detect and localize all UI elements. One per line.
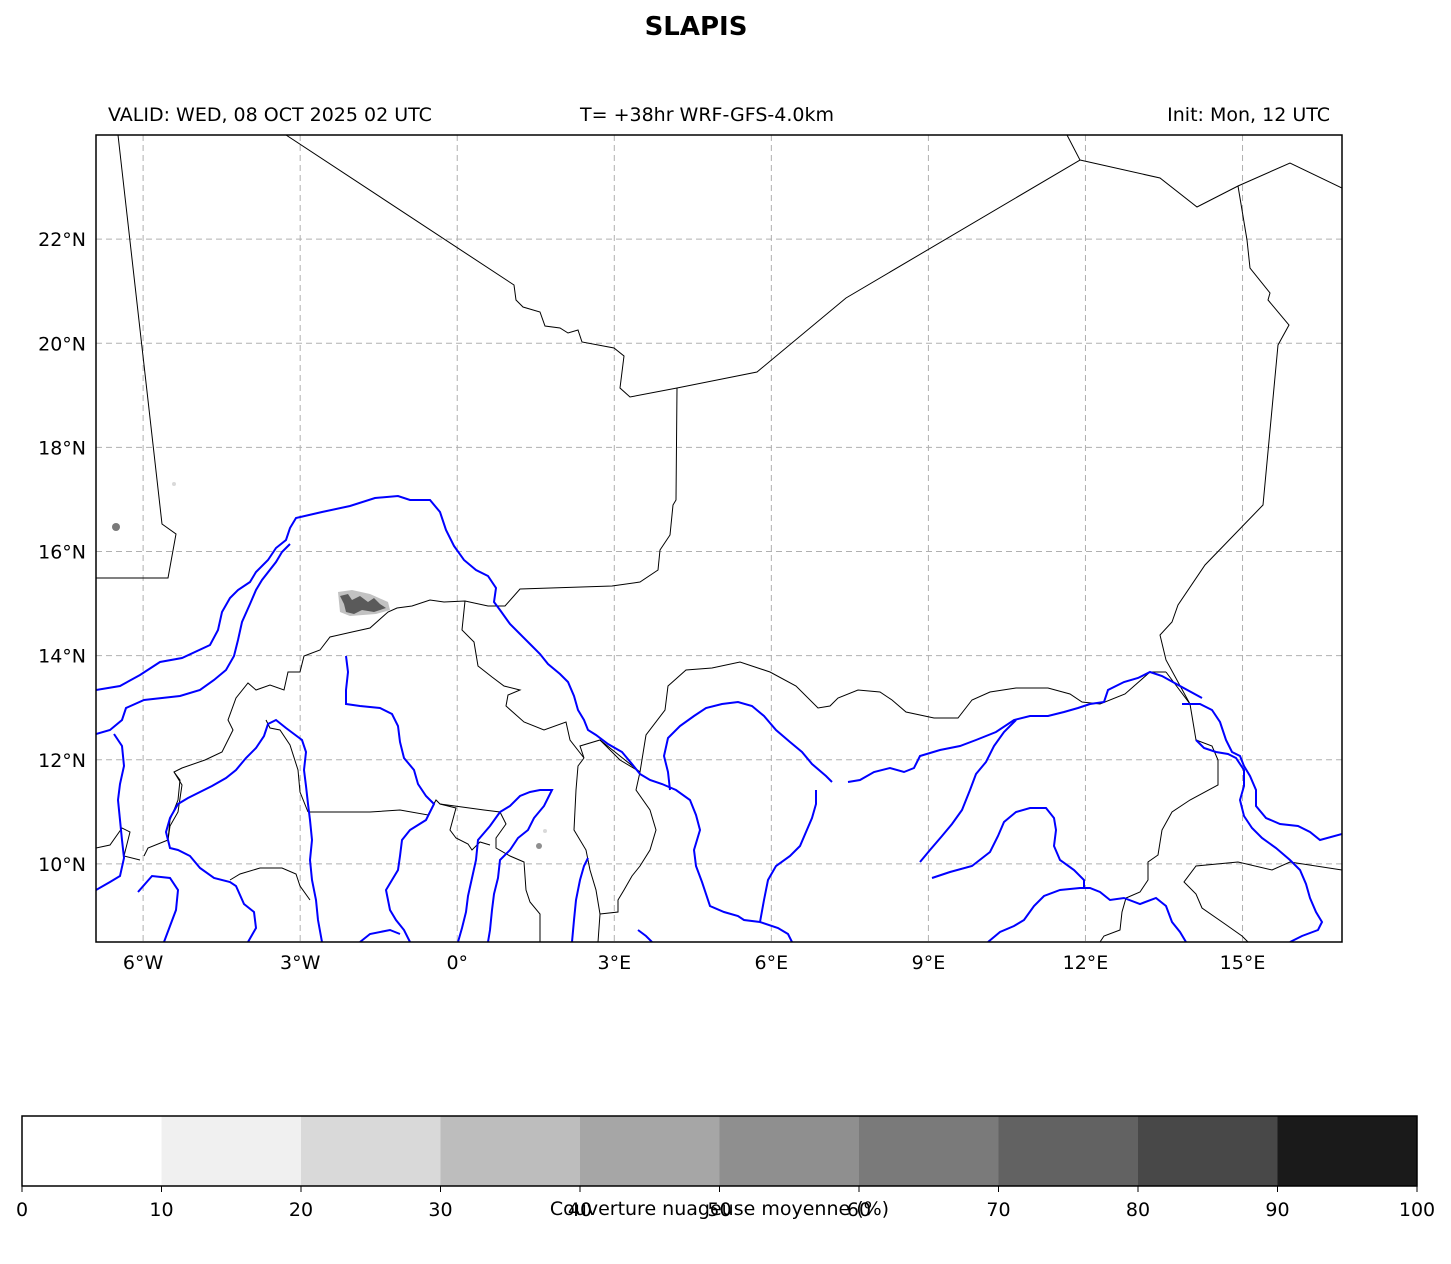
lon-tick-label: 6°W (123, 952, 164, 974)
cloud-patch-togo-1 (536, 843, 542, 849)
lat-tick-label: 10°N (38, 854, 86, 876)
river-oueme (571, 857, 589, 942)
river-niger (96, 494, 793, 942)
river-logone-chari (1182, 703, 1342, 842)
border-algeria-libya (1079, 159, 1342, 208)
colorbar-segment (161, 1116, 302, 1186)
border-nigeria-chad-cameroon (1099, 671, 1219, 942)
lat-tick-label: 20°N (38, 333, 86, 355)
lon-tick-label: 3°E (597, 952, 631, 974)
border-civ-ghana (229, 867, 311, 901)
river-kaduna (637, 929, 653, 942)
colorbar: 0 10 20 30 40 50 60 70 80 90 100 (16, 1115, 1435, 1221)
colorbar-segment (301, 1116, 441, 1186)
colorbar-tick-label: 40 (568, 1199, 592, 1221)
cloud-patch-mauritania (112, 523, 120, 531)
colorbar-segment (580, 1116, 720, 1186)
colorbar-tick-label: 100 (1399, 1199, 1435, 1221)
graticule (96, 135, 1342, 942)
colorbar-tick-label: 80 (1126, 1199, 1150, 1221)
map-content (96, 135, 1342, 942)
forecast-run-label: T= +38hr WRF-GFS-4.0km (580, 104, 834, 126)
lon-tick-label: 3°W (280, 952, 321, 974)
river-mono (457, 789, 554, 942)
colorbar-tick-label: 30 (428, 1199, 452, 1221)
colorbar-tick-label: 0 (16, 1199, 28, 1221)
map-title: SLAPIS (644, 12, 748, 42)
river-sokoto (662, 700, 833, 791)
border-cameroon-chad (1183, 861, 1342, 942)
river-komadugu-south (919, 719, 1017, 863)
lon-tick-label: 15°E (1220, 952, 1266, 974)
border-mali-niger (143, 387, 678, 857)
lon-tick-label: 0° (446, 952, 468, 974)
border-guinea (96, 827, 141, 861)
cloud-patch-togo-2 (543, 829, 547, 833)
river-niger-lower (759, 790, 817, 923)
map-frame (95, 134, 1343, 943)
colorbar-segment (998, 1116, 1139, 1186)
colorbar-segment (22, 1116, 162, 1186)
river-bani (96, 733, 126, 891)
colorbar-tick-label: 20 (289, 1199, 313, 1221)
cloud-cover-patches (112, 482, 547, 849)
valid-time-label: VALID: WED, 08 OCT 2025 02 UTC (108, 104, 432, 126)
lon-tick-label: 6°E (755, 952, 789, 974)
lat-tick-label: 18°N (38, 437, 86, 459)
colorbar-label: Couverture nuageuse moyenne (%) (549, 1198, 890, 1220)
colorbar-segment (1138, 1116, 1278, 1186)
river-niger-inland-delta (96, 543, 291, 735)
river-logone (1195, 739, 1324, 942)
border-niger-nigeria (639, 661, 1166, 773)
river-benue (987, 887, 1187, 942)
colorbar-tick-label: 60 (847, 1199, 871, 1221)
border-benin-togo-west (439, 803, 541, 942)
lat-tick-label: 22°N (38, 229, 86, 251)
river-white-volta (164, 718, 323, 942)
border-mauritania-mali (96, 135, 177, 579)
lat-tick-label: 12°N (38, 750, 86, 772)
cloud-patch-mauritania-small (172, 482, 176, 486)
border-bf-niger-benin (461, 600, 641, 773)
rivers (96, 494, 1342, 942)
border-niger-chad (1159, 185, 1290, 705)
colorbar-tick-label: 50 (707, 1199, 731, 1221)
country-borders (96, 135, 1342, 942)
river-gongola (931, 807, 1085, 888)
colorbar-segment (719, 1116, 860, 1186)
init-time-label: Init: Mon, 12 UTC (1167, 104, 1330, 126)
colorbar-tick-label: 10 (149, 1199, 173, 1221)
border-benin-nigeria (573, 757, 601, 942)
border-civ-bf (167, 771, 181, 841)
border-ghana-bf (308, 799, 491, 851)
lat-tick-label: 16°N (38, 542, 86, 564)
colorbar-segment (440, 1116, 581, 1186)
border-mali-algeria (285, 135, 1081, 398)
river-komadugu-yobe (847, 670, 1203, 783)
border-nigeria-benin-east (599, 739, 657, 915)
river-black-volta (137, 874, 180, 942)
colorbar-tick-label: 90 (1265, 1199, 1289, 1221)
lon-tick-label: 9°E (912, 952, 946, 974)
axis-ticks: 6°W 3°W 0° 3°E 6°E 9°E 12°E 15°E 10°N 12°N 14°N 16°… (38, 229, 1265, 974)
border-ghana-west (265, 719, 309, 813)
cloud-patch-mali-fringe (338, 590, 390, 616)
lat-tick-label: 14°N (38, 646, 86, 668)
river-volta-south (359, 928, 401, 942)
lon-tick-label: 12°E (1063, 952, 1109, 974)
river-oti (345, 655, 436, 942)
colorbar-tick-label: 70 (986, 1199, 1010, 1221)
colorbar-segment (859, 1116, 999, 1186)
colorbar-segment (1277, 1116, 1418, 1186)
